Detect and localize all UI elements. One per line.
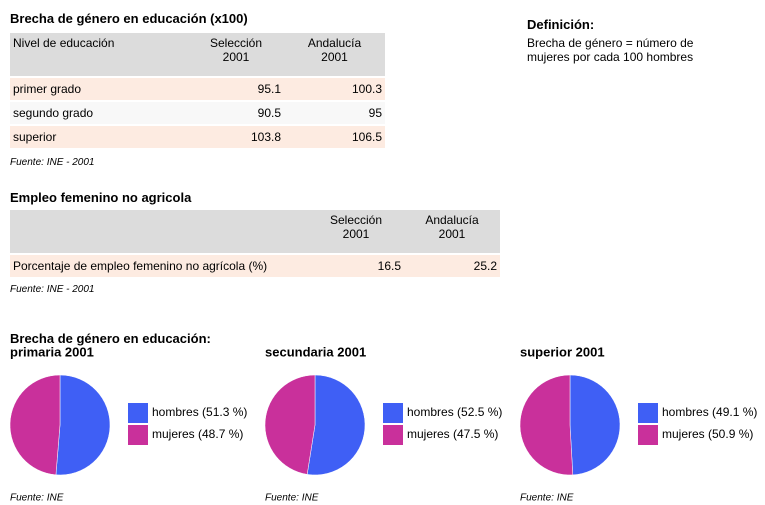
table-title: Brecha de género en educación (x100) — [10, 11, 248, 26]
legend-swatch — [638, 425, 658, 445]
legend-label: hombres (52.5 %) — [407, 405, 502, 419]
legend-label: mujeres (50.9 %) — [662, 427, 753, 441]
pie-slice — [264, 374, 316, 475]
row: segundo grado 90.5 95 — [10, 102, 385, 124]
cell: 95.1 — [188, 78, 284, 100]
pie-slice — [306, 374, 366, 476]
table-title: Empleo femenino no agricola — [10, 190, 192, 205]
source: Fuente: INE - 2001 — [10, 284, 95, 295]
cell: 103.8 — [188, 126, 284, 148]
pie-slice — [55, 374, 111, 476]
legend-label: mujeres (48.7 %) — [152, 427, 243, 441]
cell: 25.2 — [404, 255, 500, 277]
chart-title: superior 2001 — [520, 344, 605, 359]
source: Fuente: INE — [10, 493, 64, 504]
chart-title: primaria 2001 — [10, 344, 94, 359]
header-cell: Selección 2001 — [308, 210, 404, 253]
table: Nivel de educación Selección 2001 Andalucí… — [10, 31, 385, 150]
pie-slice — [569, 374, 621, 476]
header-cell: Selección 2001 — [188, 33, 284, 76]
cell: 90.5 — [188, 102, 284, 124]
cell: superior — [10, 126, 188, 148]
legend-label: hombres (49.1 %) — [662, 405, 757, 419]
table: Selección 2001 Andalucía 2001 Porcentaje d… — [10, 208, 500, 279]
legend-label: mujeres (47.5 %) — [407, 427, 498, 441]
legend-swatch — [128, 403, 148, 423]
header-cell: Andalucía 2001 — [404, 210, 500, 253]
definition-title: Definición: — [527, 17, 595, 32]
row: Porcentaje de empleo femenino no agrícol… — [10, 255, 500, 277]
legend-swatch — [383, 425, 403, 445]
legend-swatch — [128, 425, 148, 445]
header-cell: Nivel de educación — [10, 33, 188, 76]
cell: 100.3 — [284, 78, 385, 100]
definition-text: Brecha de género = número de mujeres por… — [527, 36, 694, 64]
cell: 16.5 — [308, 255, 404, 277]
header-cell — [10, 210, 308, 253]
legend-swatch — [383, 403, 403, 423]
source: Fuente: INE - 2001 — [10, 157, 95, 168]
cell: segundo grado — [10, 102, 188, 124]
source: Fuente: INE — [520, 493, 574, 504]
row: superior 103.8 106.5 — [10, 126, 385, 148]
pie-charts: primaria 2001 hombres (51.3 %) mujeres (48… — [9, 344, 757, 504]
pie-slice — [519, 374, 574, 476]
pie-slice — [9, 374, 61, 476]
cell: 95 — [284, 102, 385, 124]
cell: 106.5 — [284, 126, 385, 148]
header-row: Selección 2001 Andalucía 2001 — [10, 210, 500, 253]
row: primer grado 95.1 100.3 — [10, 78, 385, 100]
legend-label: hombres (51.3 %) — [152, 405, 247, 419]
cell: primer grado — [10, 78, 188, 100]
section-title: Brecha de género en educación: — [10, 331, 211, 346]
chart-title: secundaria 2001 — [265, 344, 366, 359]
header-cell: Andalucía 2001 — [284, 33, 385, 76]
source: Fuente: INE — [265, 493, 319, 504]
header-row: Nivel de educación Selección 2001 Andalucí… — [10, 33, 385, 76]
cell: Porcentaje de empleo femenino no agrícol… — [10, 255, 308, 277]
legend-swatch — [638, 403, 658, 423]
